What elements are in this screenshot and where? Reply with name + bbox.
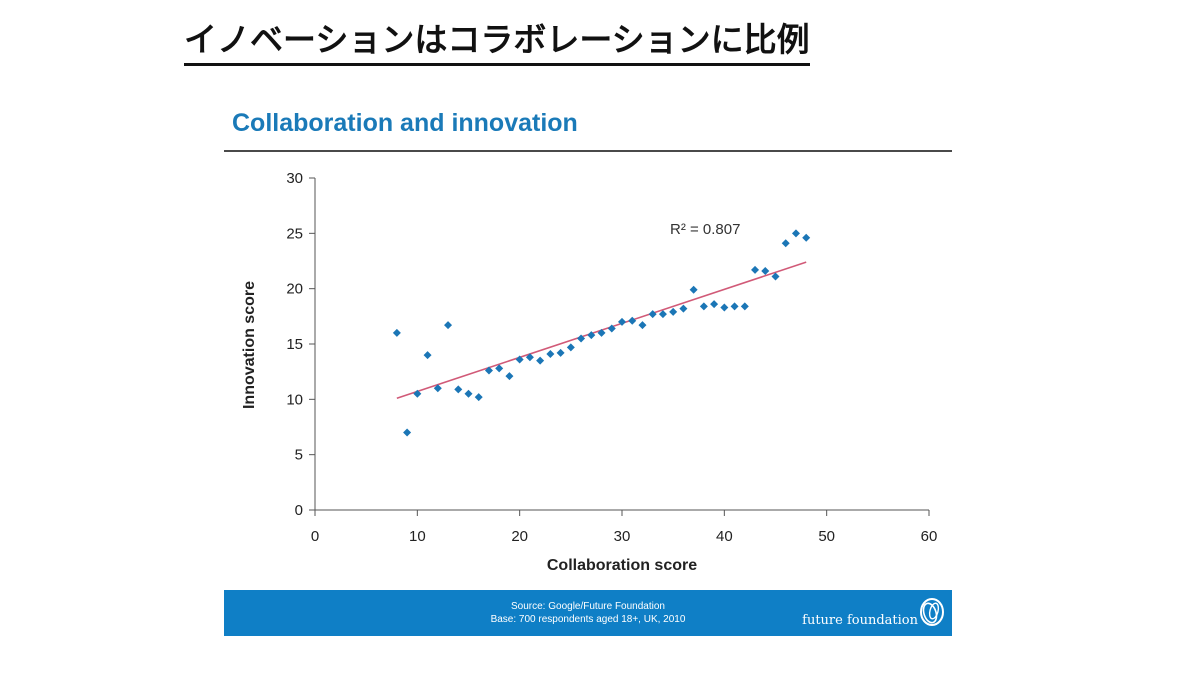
data-point — [710, 300, 719, 309]
ff-swirl-logo-icon — [920, 598, 944, 626]
y-axis-label: Innovation score — [241, 281, 258, 409]
data-point — [484, 366, 493, 375]
data-point — [628, 316, 637, 325]
r-squared-annotation: R² = 0.807 — [670, 221, 740, 238]
base-line: Base: 700 respondents aged 18+, UK, 2010 — [490, 614, 686, 625]
chart-title: Collaboration and innovation — [232, 109, 578, 137]
data-point — [791, 229, 800, 238]
y-tick-label: 30 — [286, 170, 303, 187]
data-point — [536, 356, 545, 365]
y-tick-label: 0 — [295, 502, 303, 519]
data-point — [669, 307, 678, 316]
data-point — [454, 385, 463, 394]
data-point — [444, 321, 453, 330]
title-divider — [224, 150, 952, 152]
y-tick-label: 5 — [295, 447, 303, 464]
x-tick-label: 60 — [921, 528, 938, 545]
data-point — [689, 285, 698, 294]
data-point — [761, 266, 770, 275]
x-axis-label: Collaboration score — [547, 557, 697, 574]
y-tick-label: 15 — [286, 336, 303, 353]
data-point — [556, 348, 565, 357]
x-tick-label: 20 — [511, 528, 528, 545]
x-tick-label: 10 — [409, 528, 426, 545]
x-tick-label: 0 — [311, 528, 319, 545]
data-point — [515, 355, 524, 364]
y-tick-label: 10 — [286, 391, 303, 408]
data-point — [751, 265, 760, 274]
chart-axes: 0 5 10 15 20 25 30 0 10 20 30 40 50 60 — [286, 170, 937, 545]
data-point — [392, 328, 401, 337]
data-point — [577, 334, 586, 343]
data-point — [802, 233, 811, 242]
data-point — [587, 331, 596, 340]
data-point — [720, 303, 729, 312]
page-heading: イノベーションはコラボレーションに比例 — [184, 18, 810, 66]
data-point — [740, 302, 749, 311]
data-point — [607, 324, 616, 333]
y-tick-label: 25 — [286, 225, 303, 242]
data-point — [413, 389, 422, 398]
source-note: Source: Google/Future Foundation Base: 7… — [224, 600, 952, 626]
data-point — [433, 384, 442, 393]
data-point — [403, 428, 412, 437]
data-point — [679, 304, 688, 313]
source-footer-band: Source: Google/Future Foundation Base: 7… — [224, 590, 952, 636]
data-point — [618, 317, 626, 326]
data-point — [525, 353, 534, 362]
data-point — [423, 351, 432, 360]
data-point — [464, 389, 473, 398]
y-tick-label: 20 — [286, 281, 303, 298]
brand-name: future foundation — [802, 613, 918, 628]
data-point — [597, 328, 606, 337]
source-line: Source: Google/Future Foundation — [511, 601, 665, 612]
data-point — [566, 343, 575, 352]
x-tick-label: 50 — [818, 528, 835, 545]
data-point — [505, 372, 514, 381]
data-point — [474, 393, 483, 402]
x-tick-label: 30 — [614, 528, 631, 545]
data-point — [781, 239, 790, 248]
scatter-chart: 0 5 10 15 20 25 30 0 10 20 30 40 50 60 R² = 0.807 Col… — [241, 170, 937, 574]
data-point — [771, 272, 780, 281]
data-points-layer — [392, 229, 811, 437]
data-point — [638, 321, 647, 330]
data-point — [546, 349, 555, 358]
data-point — [648, 310, 657, 319]
x-tick-label: 40 — [716, 528, 733, 545]
data-point — [699, 302, 708, 311]
data-point — [730, 302, 739, 311]
data-point — [658, 310, 667, 319]
data-point — [495, 364, 504, 373]
